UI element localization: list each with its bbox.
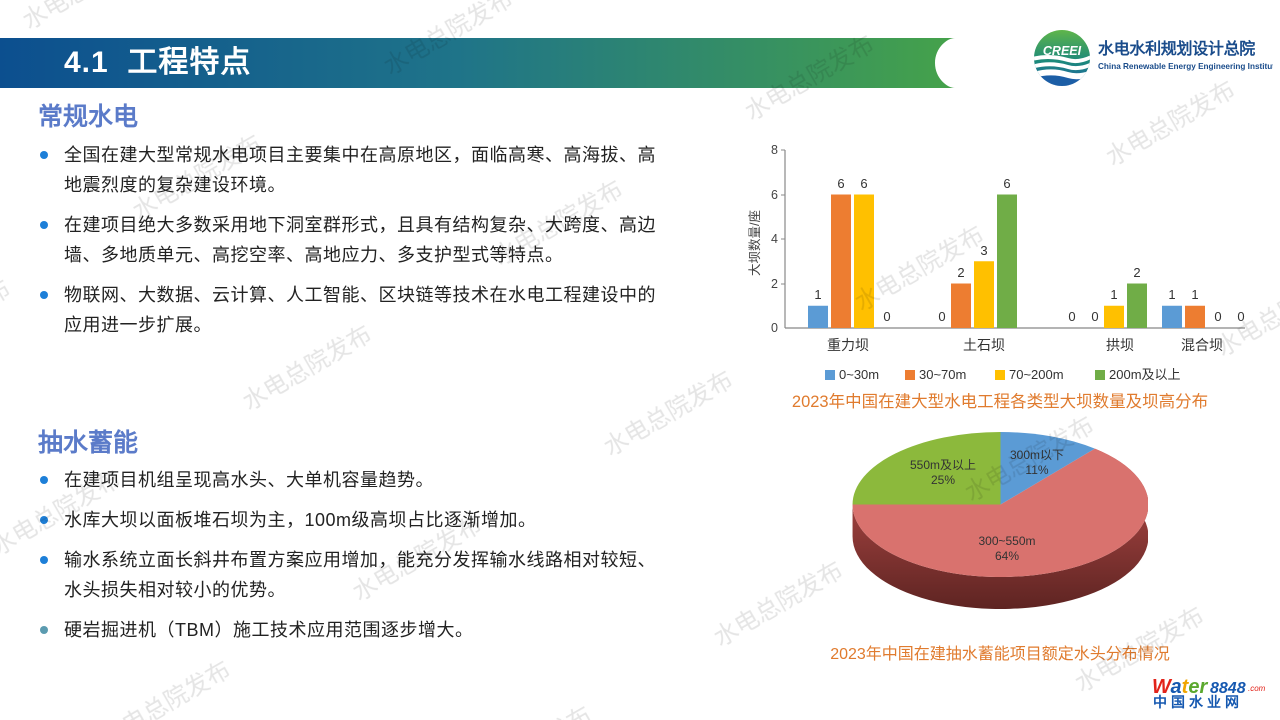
svg-text:1: 1: [1110, 287, 1117, 302]
svg-text:3: 3: [980, 243, 987, 258]
svg-text:2: 2: [1133, 265, 1140, 280]
svg-text:0: 0: [771, 321, 778, 335]
svg-text:200m及以上: 200m及以上: [1109, 367, 1181, 382]
svg-text:CREEI: CREEI: [1043, 44, 1082, 58]
svg-text:550m及以上: 550m及以上: [910, 458, 976, 472]
svg-text:30~70m: 30~70m: [919, 367, 966, 382]
svg-text:土石坝: 土石坝: [963, 337, 1005, 353]
svg-text:重力坝: 重力坝: [827, 337, 869, 353]
svg-text:8: 8: [771, 143, 778, 157]
svg-text:2: 2: [957, 265, 964, 280]
svg-text:300m以下: 300m以下: [1010, 448, 1064, 462]
svg-text:China Renewable Energy Enginee: China Renewable Energy Engineering Insti…: [1098, 62, 1273, 71]
svg-text:300~550m: 300~550m: [978, 534, 1035, 548]
svg-text:1: 1: [1191, 287, 1198, 302]
svg-text:6: 6: [860, 176, 867, 191]
svg-text:6: 6: [1003, 176, 1010, 191]
svg-text:0: 0: [1237, 309, 1244, 324]
svg-text:混合坝: 混合坝: [1181, 337, 1223, 353]
svg-text:1: 1: [814, 287, 821, 302]
svg-text:70~200m: 70~200m: [1009, 367, 1064, 382]
svg-text:0: 0: [883, 309, 890, 324]
svg-text:25%: 25%: [931, 473, 955, 487]
svg-text:大坝数量/座: 大坝数量/座: [747, 210, 762, 276]
svg-text:0: 0: [938, 309, 945, 324]
svg-text:11%: 11%: [1025, 463, 1048, 477]
svg-text:6: 6: [837, 176, 844, 191]
svg-text:2: 2: [771, 277, 778, 291]
svg-text:6: 6: [771, 188, 778, 202]
svg-text:64%: 64%: [995, 549, 1019, 563]
svg-text:拱坝: 拱坝: [1106, 337, 1134, 353]
svg-text:.com: .com: [1248, 684, 1266, 693]
svg-text:4: 4: [771, 232, 778, 246]
svg-text:中国水业网: 中国水业网: [1153, 694, 1243, 710]
svg-text:1: 1: [1168, 287, 1175, 302]
svg-text:水电水利规划设计总院: 水电水利规划设计总院: [1098, 39, 1255, 58]
svg-text:0: 0: [1068, 309, 1075, 324]
svg-text:0~30m: 0~30m: [839, 367, 879, 382]
svg-text:0: 0: [1214, 309, 1221, 324]
svg-text:0: 0: [1091, 309, 1098, 324]
